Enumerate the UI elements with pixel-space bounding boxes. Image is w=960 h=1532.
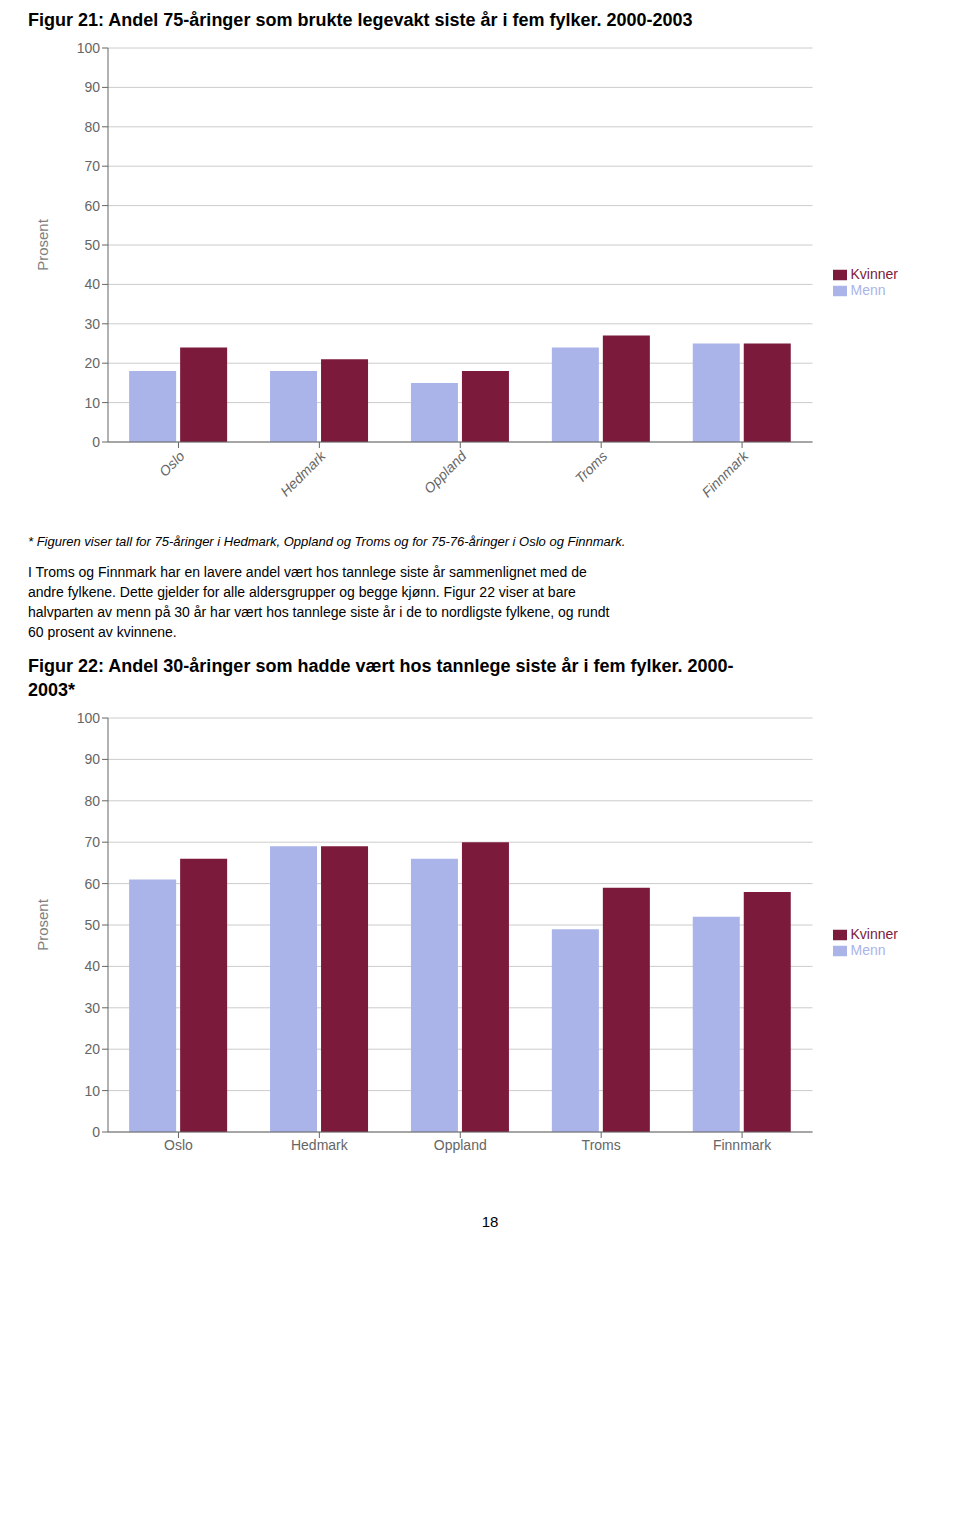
svg-text:Oppland: Oppland: [421, 447, 471, 497]
svg-text:50: 50: [84, 917, 100, 933]
svg-text:60: 60: [84, 876, 100, 892]
html-text:* Figuren viser tall for 75-år: * Figuren viser tall for 75-åringer i He…: [28, 534, 626, 549]
svg-text:Hedmark: Hedmark: [291, 1137, 349, 1153]
svg-text:Troms: Troms: [582, 1137, 621, 1153]
svg-text:80: 80: [84, 793, 100, 809]
svg-text:60: 60: [84, 198, 100, 214]
svg-text:Oslo: Oslo: [156, 448, 188, 480]
html-text:I Troms og Finnmark har en lav: I Troms og Finnmark har en lavere andel …: [28, 564, 587, 580]
html-text:andre fylkene. Dette gjelder f: andre fylkene. Dette gjelder for alle al…: [28, 584, 576, 600]
svg-text:Hedmark: Hedmark: [277, 447, 329, 499]
svg-text:10: 10: [84, 395, 100, 411]
svg-text:10: 10: [84, 1083, 100, 1099]
svg-text:Prosent: Prosent: [34, 898, 51, 951]
svg-text:80: 80: [84, 119, 100, 135]
svg-text:50: 50: [84, 237, 100, 253]
svg-text:70: 70: [84, 834, 100, 850]
svg-text:0: 0: [92, 1124, 100, 1140]
html-text:2003*: 2003*: [28, 680, 76, 700]
svg-text:30: 30: [84, 1000, 100, 1016]
html-text:Kvinner: Kvinner: [850, 265, 898, 282]
html-text:Figur 22: Andel 30-åringer som: Figur 22: Andel 30-åringer som hadde vær…: [28, 656, 734, 676]
svg-text:Finnmark: Finnmark: [713, 1137, 772, 1153]
svg-text:Oppland: Oppland: [434, 1137, 487, 1153]
html-text:60 prosent av kvinnene.: 60 prosent av kvinnene.: [28, 624, 177, 640]
svg-text:Finnmark: Finnmark: [699, 447, 752, 500]
svg-text:0: 0: [92, 434, 100, 450]
svg-text:20: 20: [84, 1041, 100, 1057]
svg-text:Troms: Troms: [572, 448, 611, 487]
svg-text:Prosent: Prosent: [34, 218, 51, 271]
html-text:Kvinner: Kvinner: [850, 925, 898, 942]
html-text:halvparten av menn på 30 år ha: halvparten av menn på 30 år har vært hos…: [28, 604, 610, 620]
html-text:Menn: Menn: [850, 942, 886, 958]
svg-text:100: 100: [77, 710, 101, 726]
svg-text:Oslo: Oslo: [164, 1137, 193, 1153]
svg-text:70: 70: [84, 158, 100, 174]
svg-text:20: 20: [84, 355, 100, 371]
svg-text:100: 100: [77, 40, 101, 56]
svg-text:90: 90: [84, 79, 100, 95]
svg-text:30: 30: [84, 316, 100, 332]
svg-text:40: 40: [84, 276, 100, 292]
html-text:Figur 21: Andel 75-åringer som: Figur 21: Andel 75-åringer som brukte le…: [28, 10, 693, 30]
svg-text:90: 90: [84, 751, 100, 767]
svg-text:40: 40: [84, 958, 100, 974]
html-text:18: 18: [481, 1213, 499, 1230]
html-text:Menn: Menn: [850, 282, 886, 298]
